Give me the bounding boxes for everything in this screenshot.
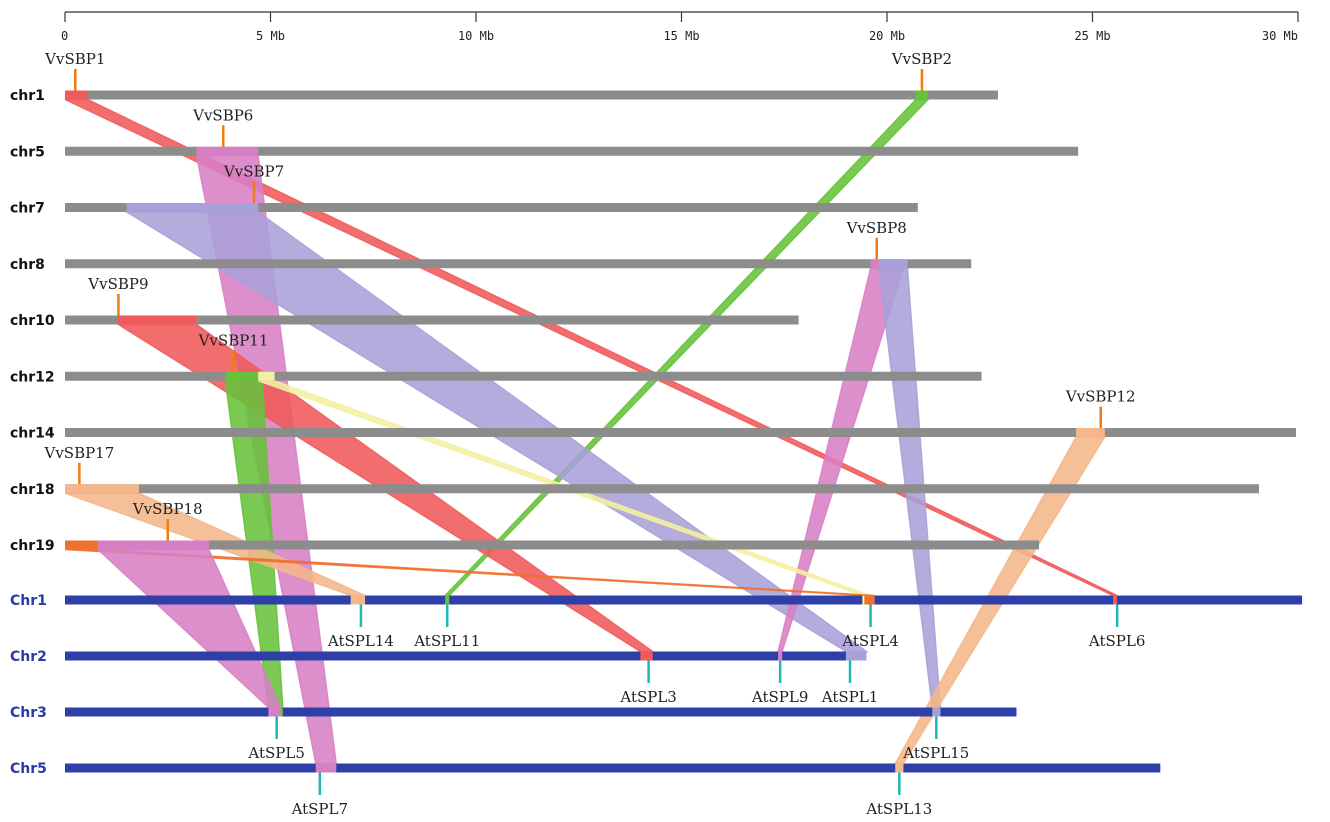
axis-tick-label-25: 25 Mb — [1074, 29, 1110, 43]
synteny-block-chr7-3 — [126, 203, 259, 212]
arabidopsis-chromosome-label: Chr2 — [10, 649, 47, 665]
gene-label-atspl6: AtSPL6 — [1088, 632, 1145, 650]
synteny-block-Chr1-11 — [864, 595, 875, 605]
synteny-block-Chr3-5 — [932, 707, 941, 717]
arabidopsis-chromosome-chr2: Chr2 — [10, 649, 865, 665]
synteny-block-chr14-9 — [1076, 428, 1105, 437]
gene-label-vvsbp18: VvSBP18 — [132, 500, 203, 518]
grape-chromosome-chr5: chr5 — [10, 144, 1079, 160]
synteny-block-Chr2-3 — [845, 651, 867, 661]
grape-chromosome-chr7: chr7 — [10, 201, 918, 217]
grape-chromosome-label: chr8 — [10, 257, 45, 273]
grape-chromosome-bar — [65, 315, 799, 325]
gene-label-atspl11: AtSPL11 — [413, 632, 480, 650]
synteny-block-Chr5-2 — [315, 763, 337, 773]
axis-tick-label-5: 5 Mb — [256, 29, 285, 43]
synteny-block-chr1-1 — [915, 90, 929, 100]
grape-chromosome-label: chr5 — [10, 144, 45, 160]
grape-chromosome-bar — [65, 371, 982, 381]
gene-label-atspl4: AtSPL4 — [841, 632, 898, 650]
grape-chromosome-chr18: chr18 — [10, 482, 1259, 498]
grape-chromosome-label: chr18 — [10, 482, 55, 498]
synteny-block-chr1-0 — [65, 90, 88, 100]
synteny-block-chr18-10 — [65, 484, 139, 494]
grape-chromosome-label: chr10 — [10, 313, 55, 329]
grape-chromosome-bar — [65, 484, 1259, 494]
gene-label-atspl13: AtSPL13 — [865, 800, 932, 818]
grape-chromosome-bar — [65, 259, 972, 269]
gene-label-vvsbp7: VvSBP7 — [223, 163, 284, 181]
gene-markers: VvSBP1 VvSBP2 VvSBP6 VvSBP7 VvSBP8 VvSBP9 VvSB… — [43, 50, 1145, 818]
grape-chromosome-bar — [65, 90, 998, 100]
synteny-block-Chr3-12 — [268, 707, 281, 717]
synteny-block-Chr1-0 — [1113, 595, 1118, 605]
synteny-block-chr12-8 — [258, 371, 275, 381]
synteny-block-Chr1-10 — [350, 595, 366, 605]
grape-chromosome-chr10: chr10 — [10, 313, 799, 329]
gene-label-vvsbp11: VvSBP11 — [198, 331, 269, 349]
synteny-block-Chr5-9 — [895, 763, 904, 773]
arabidopsis-chromosome-bar — [65, 595, 1303, 605]
arabidopsis-chromosome-chr3: Chr3 — [10, 705, 1017, 721]
synteny-block-Chr2-6 — [640, 651, 653, 661]
synteny-block-chr12-7 — [225, 371, 263, 381]
arabidopsis-chromosome-bar — [65, 763, 1161, 773]
grape-chromosome-bar — [65, 146, 1079, 156]
gene-label-atspl15: AtSPL15 — [902, 744, 969, 762]
gene-label-atspl7: AtSPL7 — [291, 800, 348, 818]
gene-label-vvsbp2: VvSBP2 — [891, 50, 952, 68]
gene-label-atspl1: AtSPL1 — [821, 688, 878, 706]
gene-label-atspl14: AtSPL14 — [327, 632, 394, 650]
gene-label-vvsbp12: VvSBP12 — [1065, 388, 1136, 406]
grape-chromosome-bar — [65, 428, 1296, 437]
axis-tick-label-10: 10 Mb — [458, 29, 494, 43]
gene-label-vvsbp17: VvSBP17 — [43, 444, 114, 462]
arabidopsis-chromosome-label: Chr5 — [10, 761, 47, 777]
grape-chromosome-label: chr19 — [10, 538, 55, 554]
gene-label-vvsbp8: VvSBP8 — [846, 219, 907, 237]
grape-chromosome-chr14: chr14 — [10, 426, 1296, 442]
grape-chromosome-label: chr7 — [10, 201, 45, 217]
axis-tick-label-30: 30 Mb — [1262, 29, 1298, 43]
axis-tick-label-15: 15 Mb — [663, 29, 699, 43]
gene-label-atspl3: AtSPL3 — [619, 688, 676, 706]
grape-chromosome-chr8: chr8 — [10, 257, 972, 273]
grape-chromosome-chr12: chr12 — [10, 369, 982, 385]
gene-label-vvsbp9: VvSBP9 — [87, 275, 148, 293]
grape-chromosome-chr1: chr1 — [10, 88, 998, 104]
arabidopsis-chromosome-chr1: Chr1 — [10, 593, 1303, 609]
arabidopsis-chromosome-label: Chr1 — [10, 593, 47, 609]
grape-chromosome-label: chr12 — [10, 369, 55, 385]
gene-label-vvsbp1: VvSBP1 — [44, 50, 105, 68]
gene-label-atspl5: AtSPL5 — [247, 744, 304, 762]
arabidopsis-chromosome-bar — [65, 707, 1017, 717]
synteny-block-chr8-5 — [878, 259, 908, 269]
gene-label-vvsbp6: VvSBP6 — [192, 106, 253, 124]
synteny-block-chr19-12 — [97, 540, 209, 550]
synteny-block-chr5-2 — [196, 146, 259, 156]
synteny-blocks — [65, 90, 1118, 773]
arabidopsis-chromosome-label: Chr3 — [10, 705, 47, 721]
arabidopsis-chromosome-bar — [65, 651, 865, 661]
axis-tick-label-0: 0 — [61, 29, 68, 43]
scale-axis: 0 5 Mb 10 Mb 15 Mb 20 Mb 25 Mb 30 Mb — [61, 11, 1299, 43]
synteny-block-chr19-11 — [65, 540, 98, 550]
synteny-block-Chr2-4 — [778, 651, 783, 661]
synteny-block-chr10-6 — [118, 315, 197, 325]
synteny-block-Chr1-1 — [445, 595, 450, 605]
grape-chromosome-bar — [65, 540, 1040, 550]
grape-chromosome-chr19: chr19 — [10, 538, 1040, 554]
axis-tick-label-20: 20 Mb — [869, 29, 905, 43]
arabidopsis-chromosome-chr5: Chr5 — [10, 761, 1161, 777]
grape-chromosome-label: chr1 — [10, 88, 45, 104]
grape-chromosome-bar — [65, 203, 918, 212]
gene-label-atspl9: AtSPL9 — [751, 688, 808, 706]
chromosomes: chr1 chr5 chr7 chr8 chr10 chr12 chr14 chr18 chr1… — [10, 88, 1303, 777]
grape-chromosome-label: chr14 — [10, 426, 55, 442]
